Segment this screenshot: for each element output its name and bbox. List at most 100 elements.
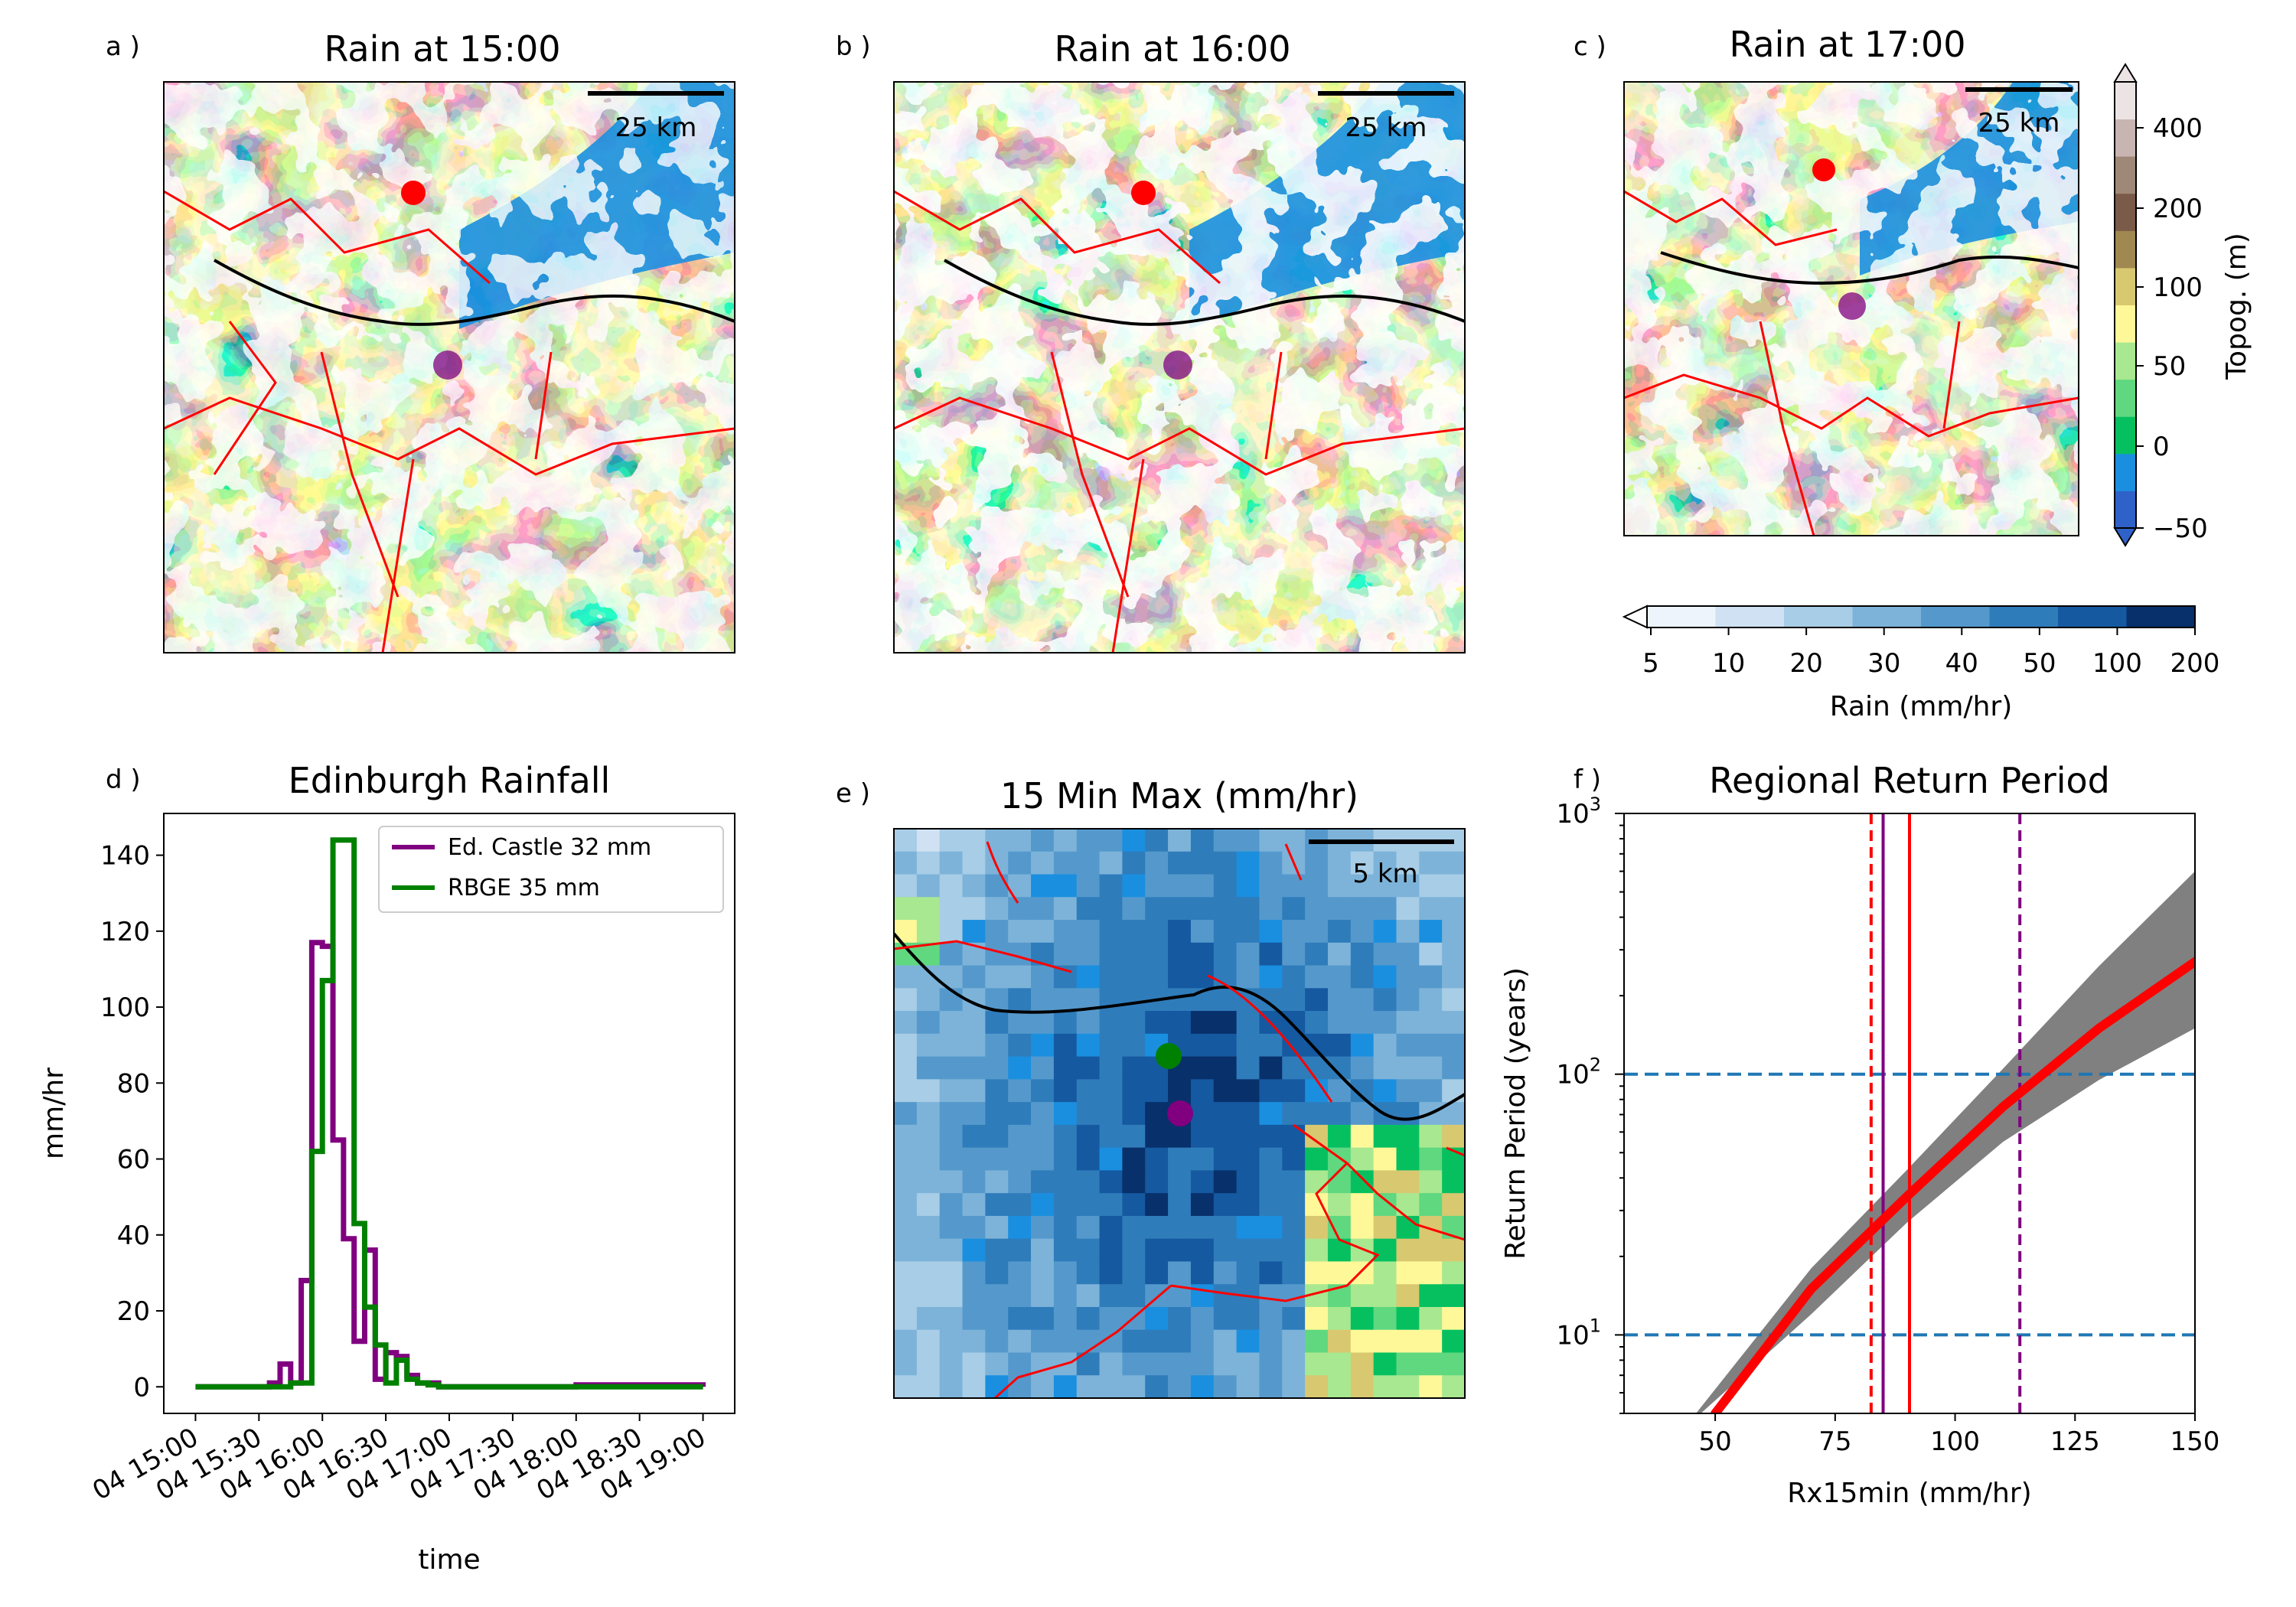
map-e-cell xyxy=(962,1261,986,1285)
map-e-cell xyxy=(1053,1102,1078,1126)
map-e-cell xyxy=(1031,1306,1055,1331)
map-e-cell xyxy=(962,1193,986,1217)
map-e-cell xyxy=(1259,1215,1283,1240)
map-e-cell xyxy=(1099,1056,1123,1080)
map-e-cell xyxy=(1419,1306,1443,1331)
map-e-cell xyxy=(916,988,941,1012)
map-e-cell xyxy=(1259,1193,1283,1217)
map-e-cell xyxy=(1031,1215,1055,1240)
map-e-cell xyxy=(1396,874,1420,898)
y-tick-label-d: 20 xyxy=(117,1296,150,1327)
map-e-cell xyxy=(1168,1238,1192,1263)
map-e-cell xyxy=(1259,1079,1283,1103)
map-e-cell xyxy=(1305,942,1329,966)
map-e-cell xyxy=(1396,1261,1420,1285)
topo-colorbar-tick-label: 200 xyxy=(2153,194,2203,224)
map-e-cell xyxy=(1419,1124,1443,1149)
topo-colorbar-cell xyxy=(2115,82,2136,120)
map-e-cell xyxy=(1122,988,1146,1012)
map-e-cell xyxy=(1053,1215,1078,1240)
map-e-cell xyxy=(1350,1306,1375,1331)
map-e-cell xyxy=(1213,1056,1238,1080)
map-e-cell xyxy=(1419,897,1443,921)
map-e-cell xyxy=(1008,965,1032,989)
map-e-cell xyxy=(1305,1352,1329,1376)
map-e-cell xyxy=(1236,1352,1261,1376)
map-e-cell xyxy=(1373,920,1397,944)
map-e-cell xyxy=(894,1193,918,1217)
rain-colorbar-tick-label: 30 xyxy=(1867,648,1900,679)
map-e-cell xyxy=(916,1033,941,1058)
map-e-cell xyxy=(1442,897,1465,921)
map-e-cell xyxy=(939,1124,964,1149)
map-e-cell xyxy=(1350,1352,1375,1376)
map-e-cell xyxy=(1213,1033,1238,1058)
map-e-cell xyxy=(1031,920,1055,944)
map-e-cell xyxy=(916,1102,941,1126)
map-e-cell xyxy=(1076,1147,1101,1171)
map-e-cell xyxy=(1442,1079,1465,1103)
y-tick-label-f: 102 xyxy=(1556,1054,1601,1090)
map-panel-a: 25 km Rain at 15:00 a ) xyxy=(106,28,735,654)
map-e-cell xyxy=(1327,1102,1352,1126)
map-panel-b: 25 km Rain at 16:00 b ) xyxy=(836,28,1466,654)
map-e-cell xyxy=(985,920,1009,944)
series-rbge xyxy=(195,837,703,1390)
map-e-cell xyxy=(939,942,964,966)
map-e-cell xyxy=(916,1147,941,1171)
map-e-cell xyxy=(1190,1261,1215,1285)
map-e-cell xyxy=(962,1284,986,1308)
map-e-cell xyxy=(1008,1261,1032,1285)
map-e-cell xyxy=(1236,1011,1261,1035)
map-e-cell xyxy=(1008,1079,1032,1103)
map-e-cell xyxy=(1419,1147,1443,1171)
topo-colorbar-cell xyxy=(2115,119,2136,157)
map-e-cell xyxy=(1373,1238,1397,1263)
map-e-cell xyxy=(1442,1352,1465,1376)
map-e-cell xyxy=(1236,1329,1261,1354)
topo-colorbar-extend-top xyxy=(2113,63,2138,83)
map-e-cell xyxy=(1213,829,1238,852)
xlabel-f: Rx15min (mm/hr) xyxy=(1787,1478,2031,1509)
topo-colorbar-cell xyxy=(2115,305,2136,343)
map-e-cell xyxy=(1145,965,1169,989)
map-e-cell xyxy=(1236,1261,1261,1285)
map-e-cell xyxy=(1122,829,1146,852)
y-tick-label-d: 100 xyxy=(100,993,150,1023)
map-e-cell xyxy=(1305,1375,1329,1398)
map-e-cell xyxy=(1396,1238,1420,1263)
map-e-cell xyxy=(1236,829,1261,852)
map-e-cell xyxy=(985,1124,1009,1149)
map-e-cell xyxy=(1350,1215,1375,1240)
map-e-cell xyxy=(985,1102,1009,1126)
map-e-cell xyxy=(1259,874,1283,898)
map-e-cell xyxy=(1236,851,1261,875)
map-e-cell xyxy=(1396,1079,1420,1103)
map-e-cell xyxy=(1099,1284,1123,1308)
map-e-cell xyxy=(1282,1238,1306,1263)
map-e-cell xyxy=(1031,1284,1055,1308)
map-e-cell xyxy=(1396,1102,1420,1126)
map-e-cell xyxy=(1168,897,1192,921)
fit-curve xyxy=(1711,957,2195,1413)
map-e-cell xyxy=(1442,1284,1465,1308)
map-e-cell xyxy=(1259,1306,1283,1331)
topo-colorbar-cell xyxy=(2115,379,2136,417)
rain-colorbar-extend-left xyxy=(1622,605,1648,629)
map-e-cell xyxy=(1076,1329,1101,1354)
map-e-cell xyxy=(1282,1375,1306,1398)
map-e-cell xyxy=(1259,1352,1283,1376)
y-tick-label-d: 0 xyxy=(133,1372,150,1403)
map-e-cell xyxy=(1213,851,1238,875)
map-e-cell xyxy=(962,920,986,944)
map-e-cell xyxy=(1396,1147,1420,1171)
topo-colorbar-tick-label: 50 xyxy=(2153,351,2186,382)
map-e-cell xyxy=(1396,1124,1420,1149)
map-e-cell xyxy=(894,897,918,921)
map-e-cell xyxy=(1031,1079,1055,1103)
map-e-cell xyxy=(1145,897,1169,921)
map-e-cell xyxy=(1122,1284,1146,1308)
map-e-cell xyxy=(1282,1147,1306,1171)
map-e-cell xyxy=(1190,1170,1215,1194)
map-e-cell xyxy=(1373,942,1397,966)
